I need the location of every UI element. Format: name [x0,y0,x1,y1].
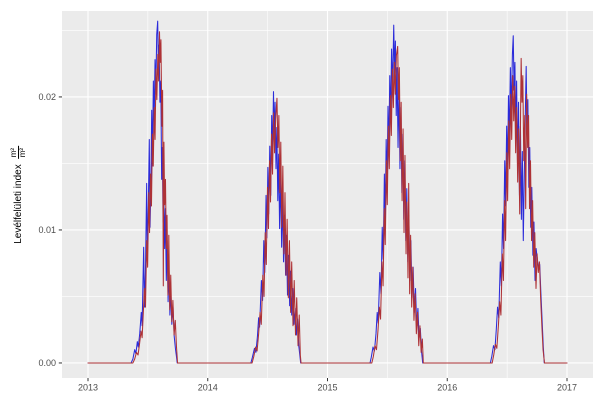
y-tick-labels: 0.00 0.01 0.02 [38,92,56,368]
x-tick-label: 2014 [198,383,218,393]
x-tick-label: 2016 [437,383,457,393]
y-axis-title-text: Levélfelületi index [13,163,25,244]
x-tick-labels: 2013 2014 2015 2016 2017 [78,383,577,393]
y-tick-label: 0.01 [38,225,56,235]
y-axis-title: Levélfelületi index m² m² [9,145,28,244]
y-tick-label: 0.02 [38,92,56,102]
grid-major [62,11,593,378]
series-darkred-line [87,31,568,364]
x-tick-label: 2017 [557,383,577,393]
y-tick-label: 0.00 [38,358,56,368]
y-axis-title-fraction: m² m² [9,145,28,159]
series-lines [87,20,568,364]
y-axis-title-wrap: Levélfelületi index m² m² [2,11,36,378]
x-tick-label: 2013 [78,383,98,393]
x-tick-label: 2015 [317,383,337,393]
axis-tick-marks [58,96,568,382]
fraction-denominator: m² [18,147,28,157]
